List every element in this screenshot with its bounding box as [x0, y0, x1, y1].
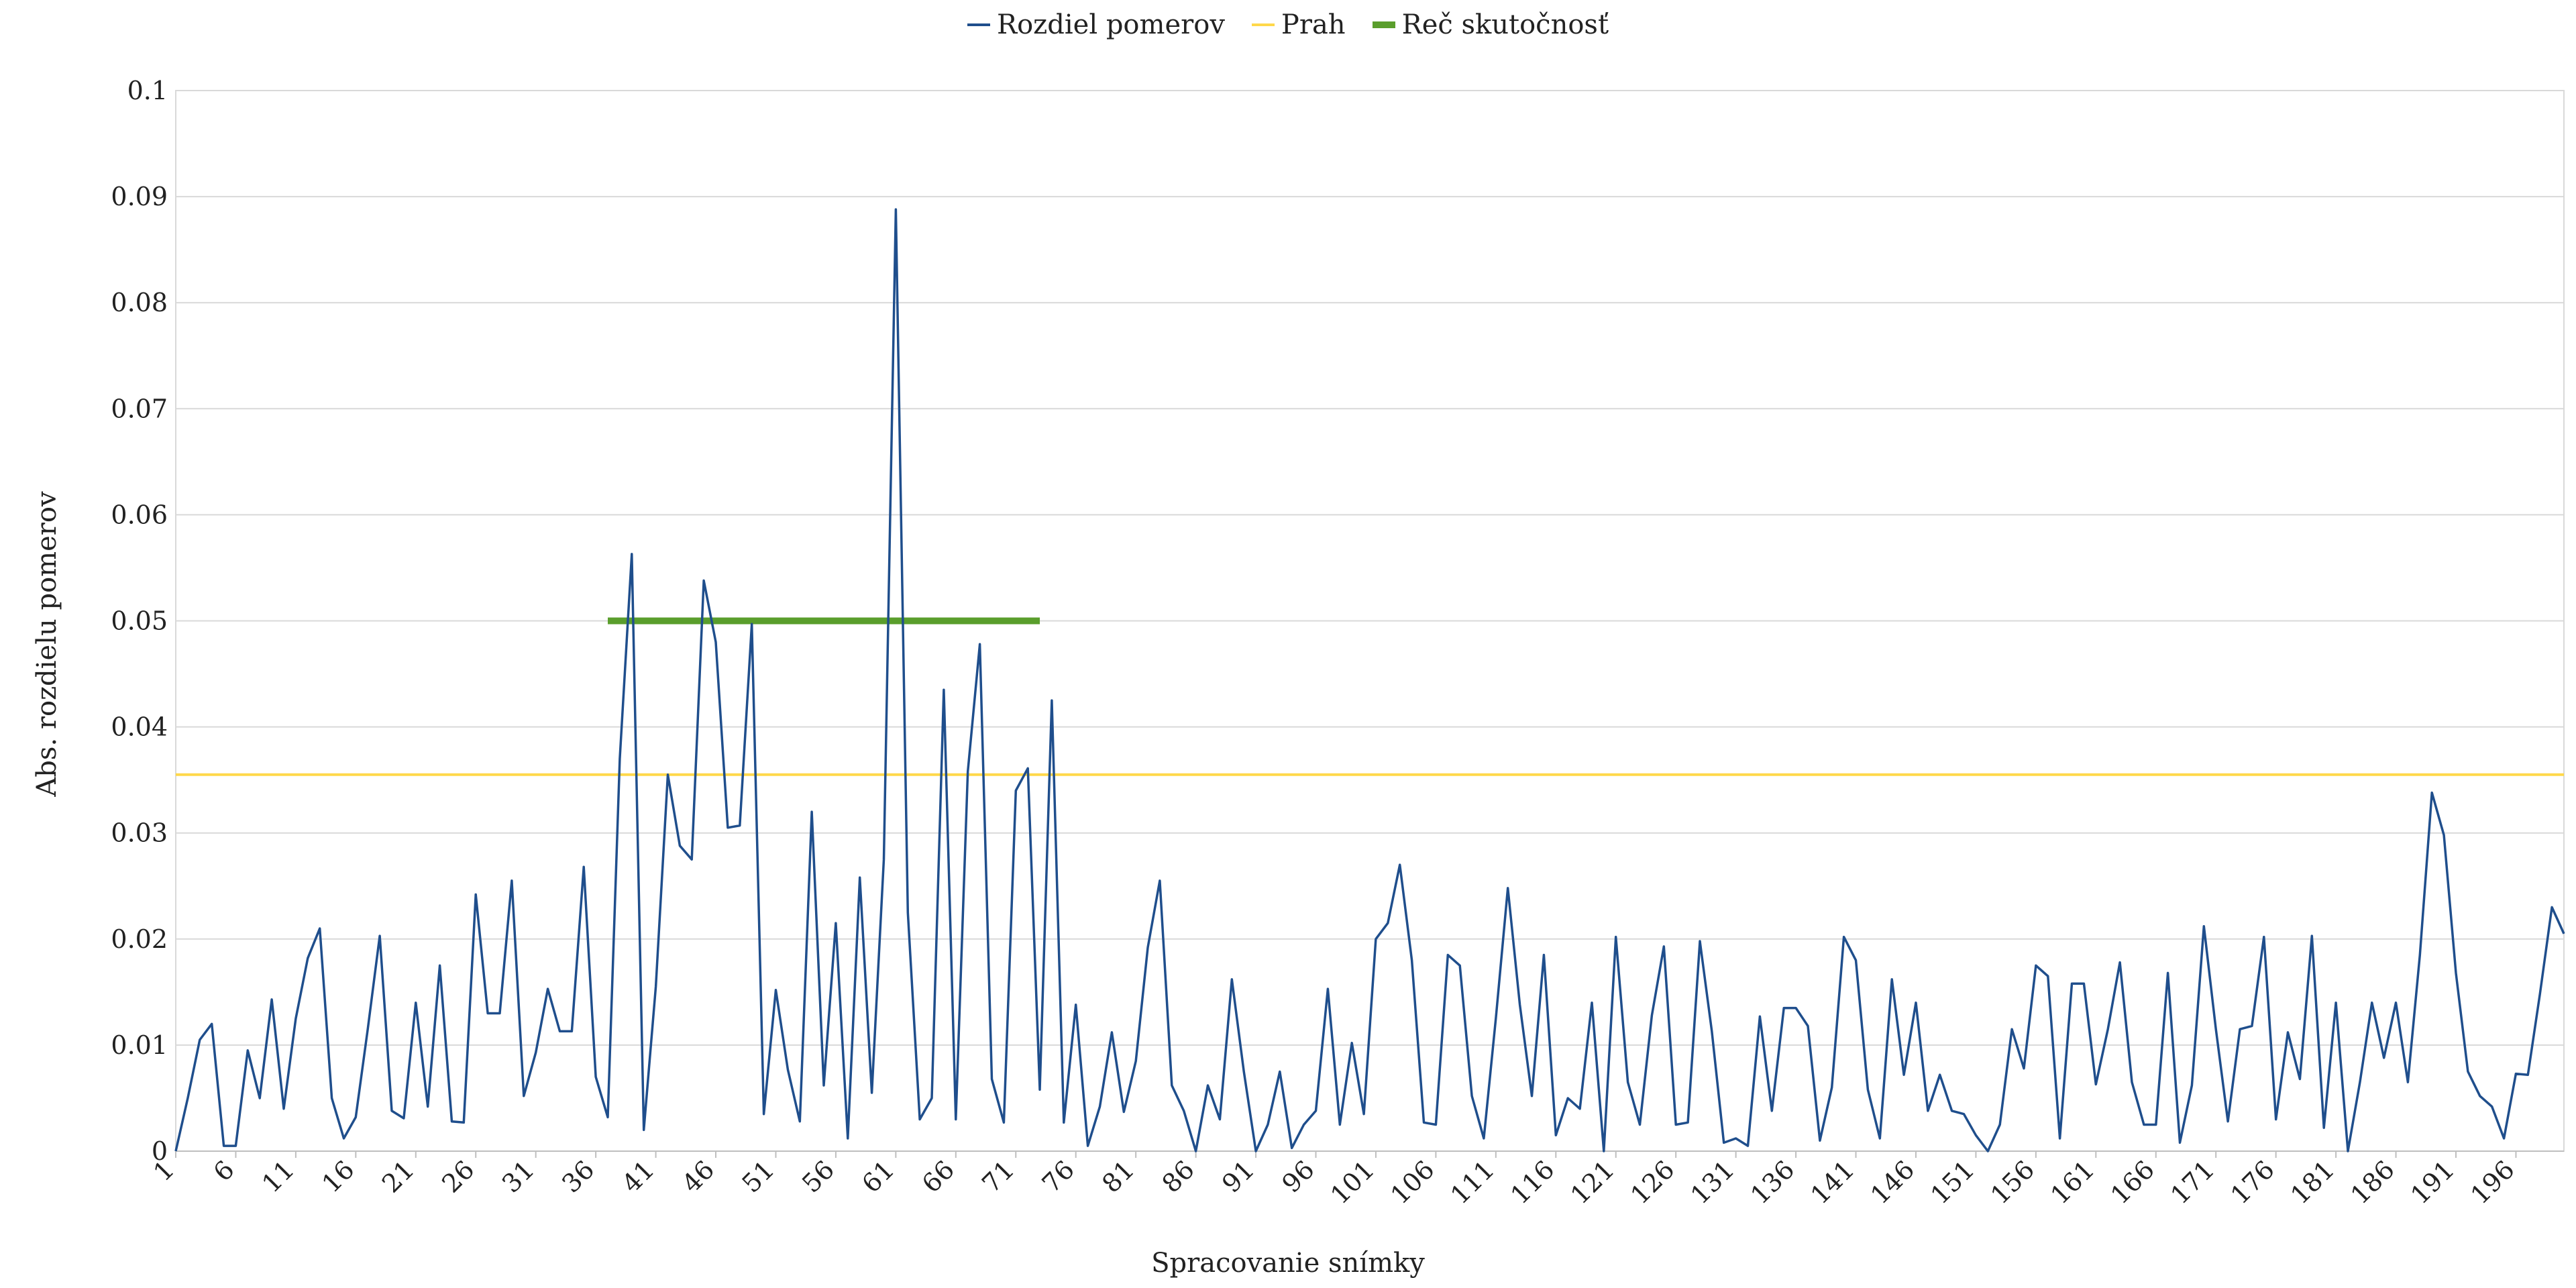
x-tick-label: 101: [1325, 1155, 1380, 1210]
x-tick-label: 81: [1096, 1155, 1140, 1198]
series-line-rozdiel: [174, 208, 2565, 1152]
x-tick-label: 141: [1805, 1155, 1860, 1210]
x-tick-label: 26: [436, 1155, 480, 1198]
x-tick-label: 11: [256, 1155, 300, 1198]
y-tick-label: 0: [152, 1136, 168, 1166]
x-tick-label: 16: [316, 1155, 360, 1198]
legend: Rozdiel pomerov Prah Reč skutočnosť: [0, 9, 2576, 40]
x-tick-label: 6: [208, 1155, 240, 1187]
y-tick-label: 0.03: [111, 818, 168, 848]
legend-swatch-rec: [1372, 21, 1395, 28]
legend-label-prah: Prah: [1281, 9, 1346, 40]
x-tick-label: 196: [2465, 1155, 2520, 1210]
x-tick-label: 161: [2045, 1155, 2100, 1210]
x-tick-label: 41: [616, 1155, 660, 1198]
x-tick-label: 151: [1925, 1155, 1980, 1210]
x-tick-label: 46: [676, 1155, 720, 1198]
legend-item-rozdiel: Rozdiel pomerov: [967, 9, 1225, 40]
y-tick-label: 0.07: [111, 394, 168, 423]
x-tick-label: 156: [1985, 1155, 2040, 1210]
legend-item-rec: Reč skutočnosť: [1372, 9, 1609, 40]
y-tick-label: 0.08: [111, 288, 168, 317]
x-tick-label: 116: [1505, 1155, 1560, 1210]
legend-swatch-prah: [1251, 23, 1275, 26]
y-tick-label: 0.04: [111, 712, 168, 742]
x-tick-label: 191: [2405, 1155, 2460, 1210]
x-tick-label: 61: [856, 1155, 900, 1198]
x-tick-label: 86: [1157, 1155, 1200, 1198]
x-tick-label: 126: [1625, 1155, 1680, 1210]
x-tick-label: 186: [2345, 1155, 2400, 1210]
legend-label-rec: Reč skutočnosť: [1401, 9, 1609, 40]
x-tick-label: 146: [1865, 1155, 1920, 1210]
x-tick-label: 51: [737, 1155, 780, 1198]
x-tick-label: 111: [1445, 1155, 1500, 1210]
x-tick-label: 71: [976, 1155, 1020, 1198]
x-tick-label: 56: [796, 1155, 840, 1198]
x-tick-label: 66: [916, 1155, 960, 1198]
legend-swatch-rozdiel: [967, 23, 990, 26]
x-tick-label: 76: [1036, 1155, 1080, 1198]
x-tick-label: 181: [2285, 1155, 2340, 1210]
x-tick-label: 96: [1277, 1155, 1320, 1198]
y-tick-label: 0.01: [111, 1030, 168, 1060]
y-axis-title: Abs. rozdielu pomerov: [32, 491, 62, 797]
x-tick-label: 131: [1685, 1155, 1740, 1210]
x-tick-label: 166: [2105, 1155, 2160, 1210]
x-axis-title: Spracovanie snímky: [1151, 1248, 1425, 1279]
y-tick-label: 0.1: [127, 76, 168, 105]
legend-item-prah: Prah: [1251, 9, 1346, 40]
y-tick-label: 0.09: [111, 182, 168, 211]
x-tick-label: 136: [1745, 1155, 1800, 1210]
x-tick-label: 171: [2165, 1155, 2220, 1210]
y-tick-label: 0.06: [111, 500, 168, 529]
y-tick-label: 0.05: [111, 606, 168, 636]
x-tick-label: 106: [1385, 1155, 1440, 1210]
x-tick-label: 176: [2225, 1155, 2280, 1210]
x-tick-label: 36: [556, 1155, 600, 1198]
x-tick-label: 21: [376, 1155, 420, 1198]
y-tick-label: 0.02: [111, 924, 168, 954]
x-tick-label: 91: [1216, 1155, 1260, 1198]
legend-label-rozdiel: Rozdiel pomerov: [996, 9, 1225, 40]
x-tick-label: 121: [1565, 1155, 1620, 1210]
x-tick-label: 31: [496, 1155, 540, 1198]
